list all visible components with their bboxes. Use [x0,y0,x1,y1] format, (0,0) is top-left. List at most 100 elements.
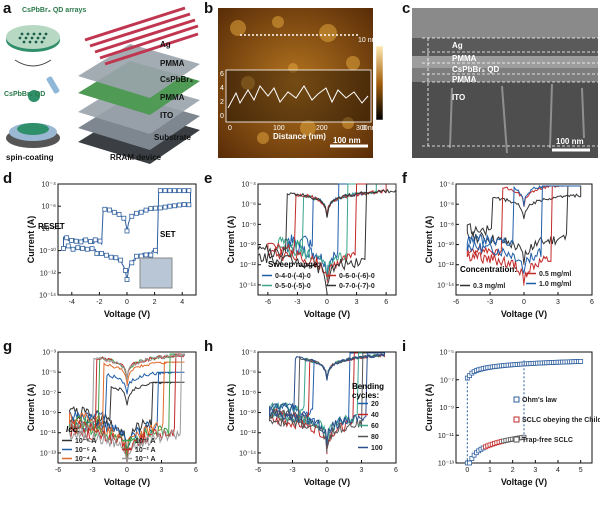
iv-point [69,238,74,243]
panel-letter-f: f [402,170,407,187]
iv-point [107,207,112,213]
y-tick-label: 10⁻⁴ [440,182,455,189]
y-tick-label: 10⁻¹⁰ [239,241,256,249]
x-tick-label: 0 [522,299,526,306]
sem-label-ito: ITO [452,93,465,102]
x-tick-label: -6 [255,467,261,474]
iv-point [167,188,173,194]
series-1.0 mg/ml [466,185,581,274]
panel-b-afm: Height (nm) 0 2 4 6 0 100 200 300 Distan… [210,8,384,158]
x-axis-label: Voltage (V) [304,309,350,319]
f-legend-title: Concentration: [460,265,517,274]
iv-point [172,203,178,209]
x-tick-label: 3 [355,299,359,306]
x-tick-label: 1 [488,467,492,474]
h-legend-title: Bending cycles: [352,382,384,400]
chart-h-bending: -6 -3 0 3 6 10⁻¹⁴ 10⁻¹² 10⁻¹⁰ 10⁻⁸ 10⁻⁶ 10⁻⁴ Voltag… [226,350,398,488]
layer-label-pmma-bottom: PMMA [160,93,185,102]
panel-letter-c: c [402,0,411,17]
qd-array-grid [18,32,48,44]
sem-label-ag: Ag [452,41,463,50]
lrs-point [578,359,584,364]
iv-point [181,202,187,207]
y-tick-label: 10⁻¹⁴ [239,450,256,457]
iv-point [138,253,144,259]
iv-point [143,252,149,258]
layer-label-ito: ITO [160,111,173,120]
y-tick-label: 10⁻¹⁴ [39,293,56,300]
layer-label-ag: Ag [160,40,171,49]
iv-point [75,245,81,251]
legend-0.3 mg/ml: 0.3 mg/ml [473,283,505,290]
x-tick-label: 0 [125,467,129,474]
legend-10⁻¹ A: 10⁻¹ A [135,456,156,463]
d-set-label: SET [160,230,176,239]
panel-letter-i: i [402,338,407,355]
y-tick-label: 10⁻⁹ [42,410,56,417]
x-tick-label: 2 [153,299,157,306]
afm-ytick-2: 2 [220,99,224,106]
x-tick-label: -6 [55,467,61,474]
chart-e-sweep-range: -6 -3 0 3 6 10⁻¹⁴ 10⁻¹² 10⁻¹⁰ 10⁻⁸ 10⁻⁶ 10⁻⁴ Voltag… [226,182,397,319]
y-axis-label: Current (A) [26,384,36,432]
y-axis-label: Current (A) [26,216,36,264]
legend-marker [513,396,520,403]
x-tick-label: -3 [89,467,95,474]
iv-point [116,211,122,217]
iv-point [134,253,139,259]
afm-xtick-100: 100 [273,125,285,132]
legend-100: 100 [371,445,383,452]
sem-scalebar-label: 100 nm [556,137,584,146]
x-tick-label: 0 [125,299,129,306]
x-axis-label: Voltage (V) [104,309,150,319]
rram-layer-stack [78,6,200,164]
iv-point [186,188,192,194]
iv-point [129,260,135,266]
sem-label-qd: CsPbBr₃ QD [452,65,499,74]
legend-10⁻² A: 10⁻² A [135,447,156,454]
x-tick-label: 6 [590,299,594,306]
y-tick-label: 10⁻¹⁴ [239,282,256,289]
y-axis-label: Current (A) [424,384,434,432]
panel-letter-b: b [204,0,214,17]
y-tick-label: 10⁻⁶ [440,202,454,209]
x-tick-label: -3 [289,467,295,474]
iv-point [153,205,158,211]
afm-ytick-4: 4 [220,85,224,92]
legend-label: Trap-free SCLC [522,437,573,444]
legend-0-4-0-(-4)-0: 0-4-0-(-4)-0 [275,273,311,280]
y-tick-label: 10⁻⁸ [242,222,256,229]
y-tick-label: 10⁻³ [42,350,56,357]
iv-point [124,277,130,282]
afm-scalebar-label: 100 nm [333,136,361,145]
iv-point [157,188,163,194]
label-spin-coating: spin-coating [6,153,54,162]
iv-point [108,254,114,260]
legend-label: SCLC obeying the Child law [522,417,600,424]
legend-0-6-0-(-6)-0: 0-6-0-(-6)-0 [339,273,375,280]
iv-point [167,203,173,209]
afm-xlabel: Distance (nm) [273,132,326,141]
legend-0.5 mg/ml: 0.5 mg/ml [539,271,571,278]
y-tick-label: 10⁻⁸ [440,222,454,229]
y-tick-label: 10⁻¹² [438,262,455,269]
iv-point [73,238,79,244]
iv-point [148,206,154,212]
x-tick-label: 3 [360,467,364,474]
y-tick-label: 10⁻¹¹ [40,430,57,437]
iv-point [148,252,154,258]
y-tick-label: 10⁻⁴ [242,350,257,357]
y-tick-label: 10⁻⁶ [242,202,256,209]
iv-point [97,238,103,244]
iv-point [121,215,127,221]
legend-40: 40 [371,412,379,419]
x-tick-label: 0 [465,467,469,474]
y-tick-label: 10⁻⁶ [242,370,256,377]
x-tick-label: 5 [579,467,583,474]
x-tick-label: 6 [194,467,198,474]
x-tick-label: 4 [180,299,184,306]
iv-point [61,246,66,251]
panel-c-sem: Ag PMMA CsPbBr₃ QD PMMA ITO 100 nm [412,8,598,158]
iv-point [153,247,158,253]
iv-point [70,246,76,252]
